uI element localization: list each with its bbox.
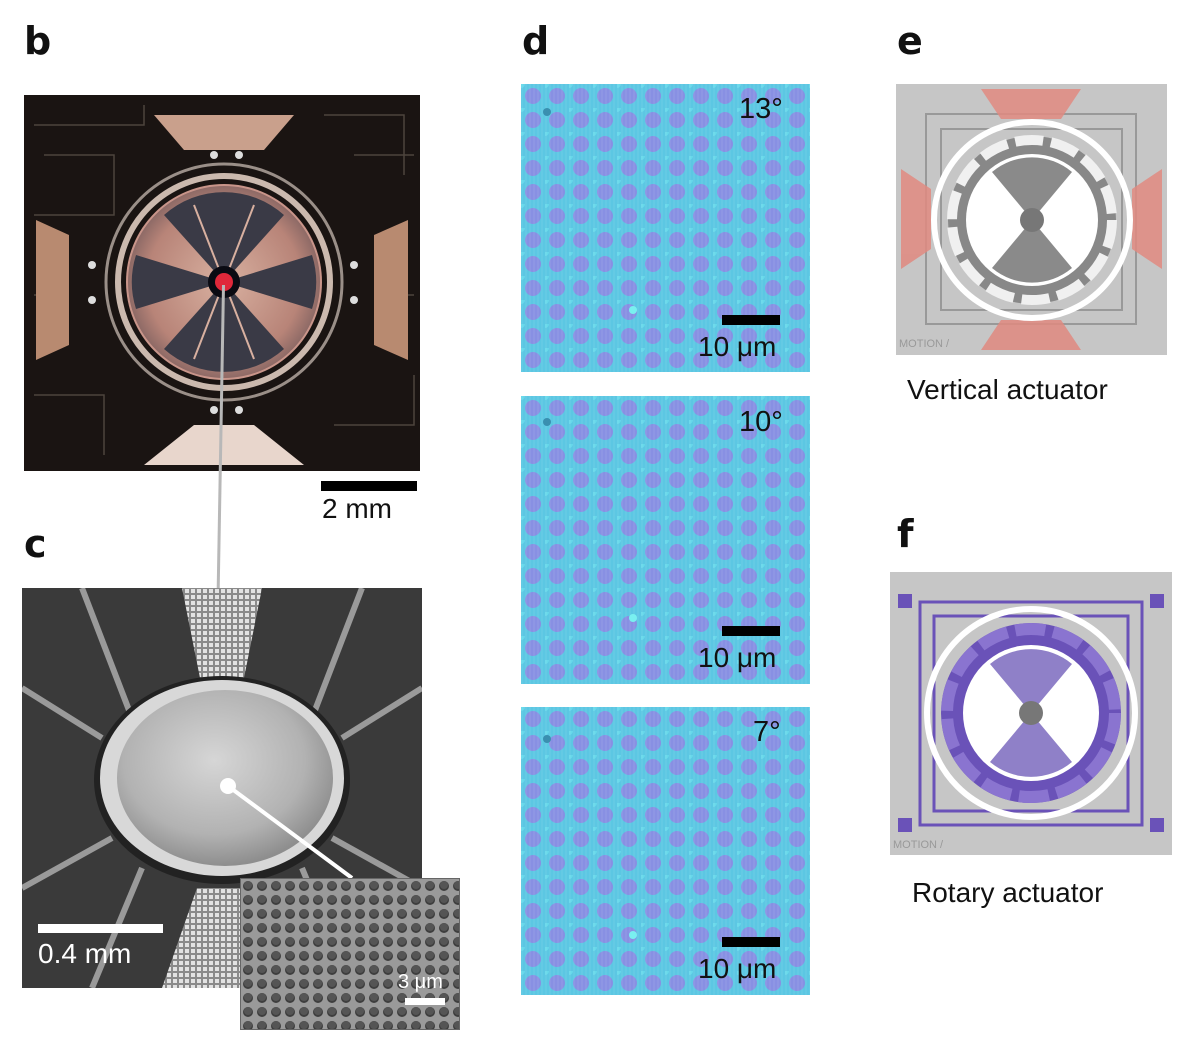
caption-rotary-actuator: Rotary actuator [912,877,1104,908]
panel-letter-d: d [522,19,550,63]
chip-photo [24,95,420,471]
scalebar-d3 [722,937,780,947]
scalebar-c [38,924,163,933]
watermark-e: MOTION / [899,338,950,350]
sem-inset [240,878,460,1030]
angle-label: 10° [739,406,783,438]
scalebar-d1 [722,315,780,325]
caption-vertical-actuator: Vertical actuator [907,374,1108,405]
panel-letter-f: f [897,512,914,556]
angle-label: 13° [739,93,783,125]
scalebar-d3-label: 10 μm [698,953,777,984]
scalebar-b [321,481,417,491]
grating-image-7 [521,707,810,995]
scalebar-d1-label: 10 μm [698,331,777,362]
panel-letter-c: c [24,522,47,566]
scalebar-d2-label: 10 μm [698,642,777,673]
grating-image-13 [521,84,810,372]
panel-letter-b: b [24,19,52,63]
rotary-actuator-render [890,572,1172,855]
sem-image [22,588,422,988]
angle-label: 7° [753,716,781,748]
scalebar-inset [405,998,445,1005]
scalebar-d2 [722,626,780,636]
scalebar-inset-label: 3 μm [398,971,443,993]
scalebar-c-label: 0.4 mm [38,938,132,969]
watermark-f: MOTION / [893,839,944,851]
vertical-actuator-render [896,84,1167,355]
panel-letter-e: e [897,19,923,63]
grating-image-10 [521,396,810,684]
scalebar-b-label: 2 mm [322,493,392,524]
